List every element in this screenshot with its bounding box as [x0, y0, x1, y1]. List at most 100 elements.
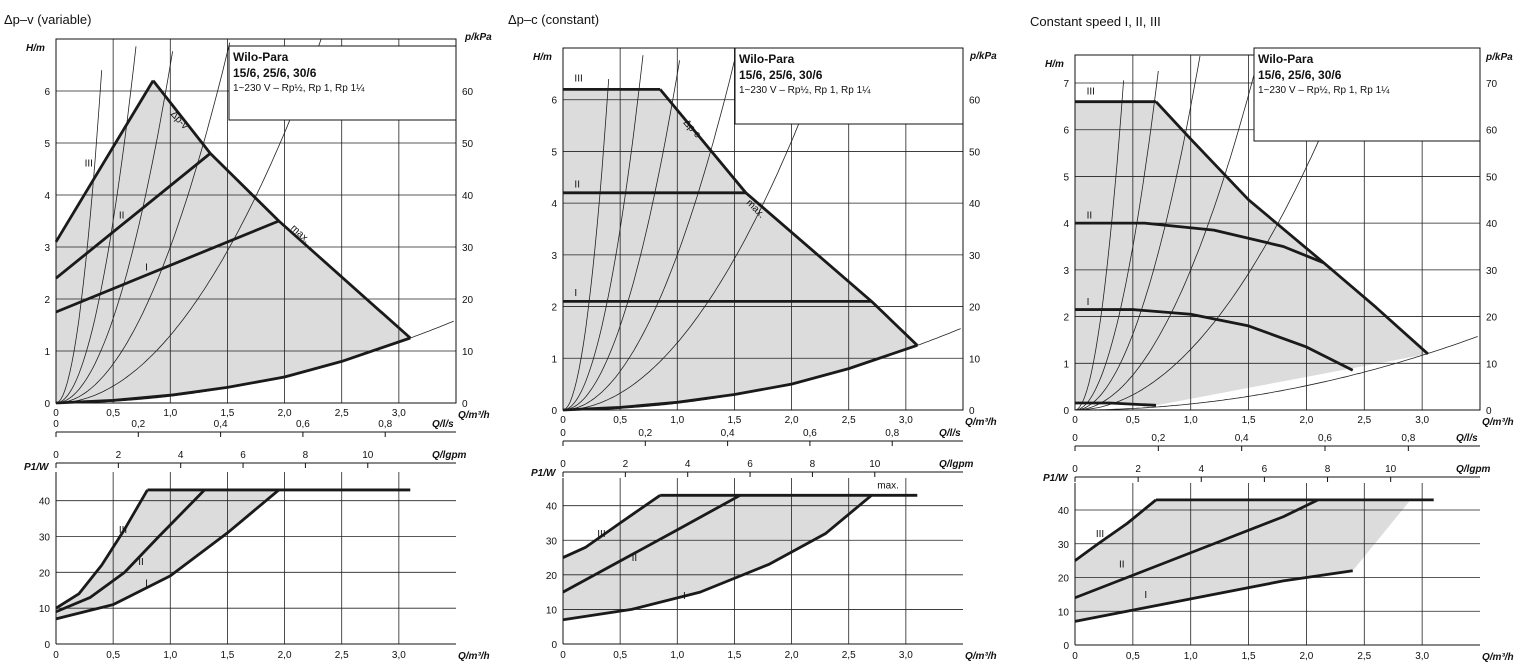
system-curve [562, 51, 738, 411]
series-min [1075, 401, 1157, 407]
y-axis-label: P1/W [531, 468, 557, 479]
axis-label: Q/l/s [432, 419, 454, 430]
x-axis-label: Q/m³/h [1482, 652, 1514, 663]
axis-tick-label: 0,4 [1235, 433, 1249, 444]
y2-tick-label: 30 [462, 243, 474, 254]
x-tick-label: 2,5 [335, 408, 349, 419]
curve-label-i: I [574, 288, 577, 299]
power-series-ii [1074, 498, 1319, 600]
y-tick-label: 3 [44, 243, 50, 254]
y-tick-label: 1 [44, 347, 50, 358]
curve-label-iii: III [1096, 529, 1104, 540]
info-box-line3: 1~230 V – Rp½, Rp 1, Rp 1¼ [739, 84, 871, 96]
y2-tick-label: 0 [969, 406, 975, 417]
axis-tick-label: 10 [1385, 464, 1397, 475]
x-tick-label: 0,5 [106, 650, 120, 661]
head-chart: Wilo-Para 15/6, 25/6, 30/6 1~230 V – Rp½, … [1045, 47, 1514, 428]
chart-title: Δp–c (constant) [508, 12, 599, 27]
series-i [55, 219, 280, 314]
axis-tick-label: 0 [560, 459, 566, 470]
x-tick-label: 2,5 [842, 650, 856, 661]
y-tick-label: 0 [551, 406, 557, 417]
curve-label-i: I [145, 579, 148, 590]
curve-label-i: I [1087, 297, 1090, 308]
y2-axis-label: p/kPa [969, 51, 997, 62]
axis-tick-label: 4 [685, 459, 691, 470]
power-chart: 0 0,5 1,0 1,5 2,0 2,5 3,0010203040P1/WQ/m³/hII… [531, 468, 997, 662]
x-tick-label: 3,0 [899, 415, 913, 426]
axis-tick-label: 8 [810, 459, 816, 470]
info-box-line3: 1~230 V – Rp½, Rp 1, Rp 1¼ [1258, 84, 1390, 96]
y2-tick-label: 10 [462, 347, 474, 358]
x-axis-label: Q/m³/h [965, 651, 997, 662]
x-tick-label: 2,0 [278, 650, 292, 661]
y2-tick-label: 40 [462, 191, 474, 202]
x-tick-label: 1,0 [1184, 415, 1198, 426]
secondary-axis-lgpm: 0 2 4 6 8 10 Q/lgpm [560, 459, 974, 477]
secondary-axis-lgpm: 0 2 4 6 8 10 Q/lgpm [53, 450, 467, 468]
y2-tick-label: 20 [1486, 313, 1498, 324]
y-tick-label: 5 [44, 139, 50, 150]
x-tick-label: 3,0 [392, 408, 406, 419]
axis-tick-label: 8 [303, 450, 309, 461]
series-ii [55, 152, 212, 280]
y2-tick-label: 0 [462, 399, 468, 410]
x-tick-label: 0 [53, 408, 59, 419]
y-tick-label: 20 [546, 571, 558, 582]
x-tick-label: 2,5 [1357, 651, 1371, 662]
axis-tick-label: 4 [178, 450, 184, 461]
secondary-axis-ls: 0 0,2 0,4 0,6 0,8 Q/l/s [560, 428, 963, 446]
axis-tick-label: 0,6 [296, 419, 310, 430]
x-tick-label: 2,0 [785, 650, 799, 661]
x-axis-label: Q/m³/h [965, 417, 997, 428]
y-tick-label: 7 [1063, 79, 1069, 90]
curve-label-ii: II [632, 553, 638, 564]
y-axis-label: H/m [26, 43, 45, 54]
system-curve [55, 42, 231, 404]
series-max [1154, 100, 1429, 355]
x-tick-label: 0 [560, 650, 566, 661]
operating-area [1075, 101, 1428, 406]
y-tick-label: 5 [1063, 172, 1069, 183]
chart-3: Constant speed I, II, III Wilo-Para 15/6, … [1030, 14, 1514, 663]
power-series-iii [562, 494, 661, 559]
x-tick-label: 0,5 [106, 408, 120, 419]
x-tick-label: 0 [560, 415, 566, 426]
system-curve [1075, 60, 1354, 411]
x-tick-label: 2,0 [1299, 415, 1313, 426]
system-curve [1075, 336, 1478, 411]
axis-label: Q/l/s [939, 428, 961, 439]
x-tick-label: 0,5 [613, 650, 627, 661]
y-tick-label: 0 [44, 399, 50, 410]
chart-title: Constant speed I, II, III [1030, 14, 1161, 29]
x-tick-label: 3,0 [1415, 415, 1429, 426]
y2-tick-label: 30 [1486, 266, 1498, 277]
system-curve [55, 51, 173, 404]
axis-tick-label: 4 [1198, 464, 1204, 475]
y2-tick-label: 40 [969, 199, 981, 210]
x-tick-label: 2,0 [1299, 651, 1313, 662]
curve-label-max: max. [877, 480, 899, 491]
power-series-i [562, 494, 873, 622]
series-ii [1075, 221, 1325, 265]
x-tick-label: 3,0 [899, 650, 913, 661]
info-box [228, 45, 457, 121]
x-tick-label: 3,0 [1415, 651, 1429, 662]
x-tick-label: 0,5 [1126, 415, 1140, 426]
x-tick-label: 0,5 [1126, 651, 1140, 662]
axis-tick-label: 0,4 [214, 419, 228, 430]
series-min [562, 344, 918, 412]
system-curve [1074, 55, 1201, 411]
power-series-i [55, 488, 280, 621]
system-curve [562, 55, 644, 411]
chart-1: Δp–v (variable) Wilo-Para 15/6, 25/6, 30/6… [4, 12, 492, 662]
system-curve [562, 60, 680, 411]
operating-area [56, 80, 411, 403]
system-curve [55, 46, 137, 404]
power-chart: 0 0,5 1,0 1,5 2,0 2,5 3,0010203040P1/WQ/m³/hII… [1043, 473, 1514, 663]
chart-title: Δp–v (variable) [4, 12, 91, 27]
power-area [1075, 499, 1411, 622]
y-tick-label: 40 [1058, 506, 1070, 517]
y2-axis-label: p/kPa [1485, 52, 1513, 63]
y2-tick-label: 70 [1486, 79, 1498, 90]
